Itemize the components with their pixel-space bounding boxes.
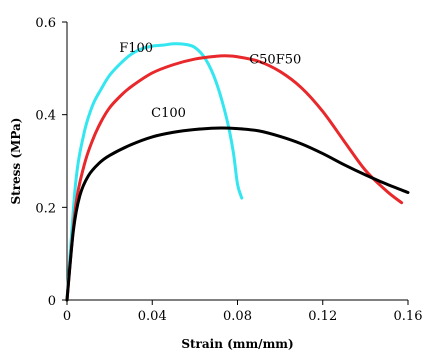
x-tick-label: 0 [63,309,71,324]
series-label-c50f50: C50F50 [249,53,301,68]
series-label-f100: F100 [119,41,153,56]
series-label-c100: C100 [151,106,186,121]
series-group [65,42,410,302]
labels-group: F100 C50F50 C100 [119,41,301,121]
series-line-c100 [65,126,410,302]
x-tick-label: 0.16 [394,309,423,324]
x-tick-label: 0.04 [138,309,167,324]
y-tick-label: 0.6 [35,16,56,31]
x-tick-label: 0.12 [308,309,337,324]
y-axis-title: Stress (MPa) [9,118,23,205]
ticks: 0 0.04 0.08 0.12 0.16 0 0.2 0.4 0.6 [35,16,422,324]
series-line-f100 [65,42,244,302]
x-axis-title: Strain (mm/mm) [181,337,293,351]
series-line-c50f50 [65,54,404,302]
y-tick-label: 0.4 [35,109,56,124]
x-tick-label: 0.08 [223,309,252,324]
y-tick-label: 0.2 [35,201,56,216]
y-tick-label: 0 [48,294,56,309]
